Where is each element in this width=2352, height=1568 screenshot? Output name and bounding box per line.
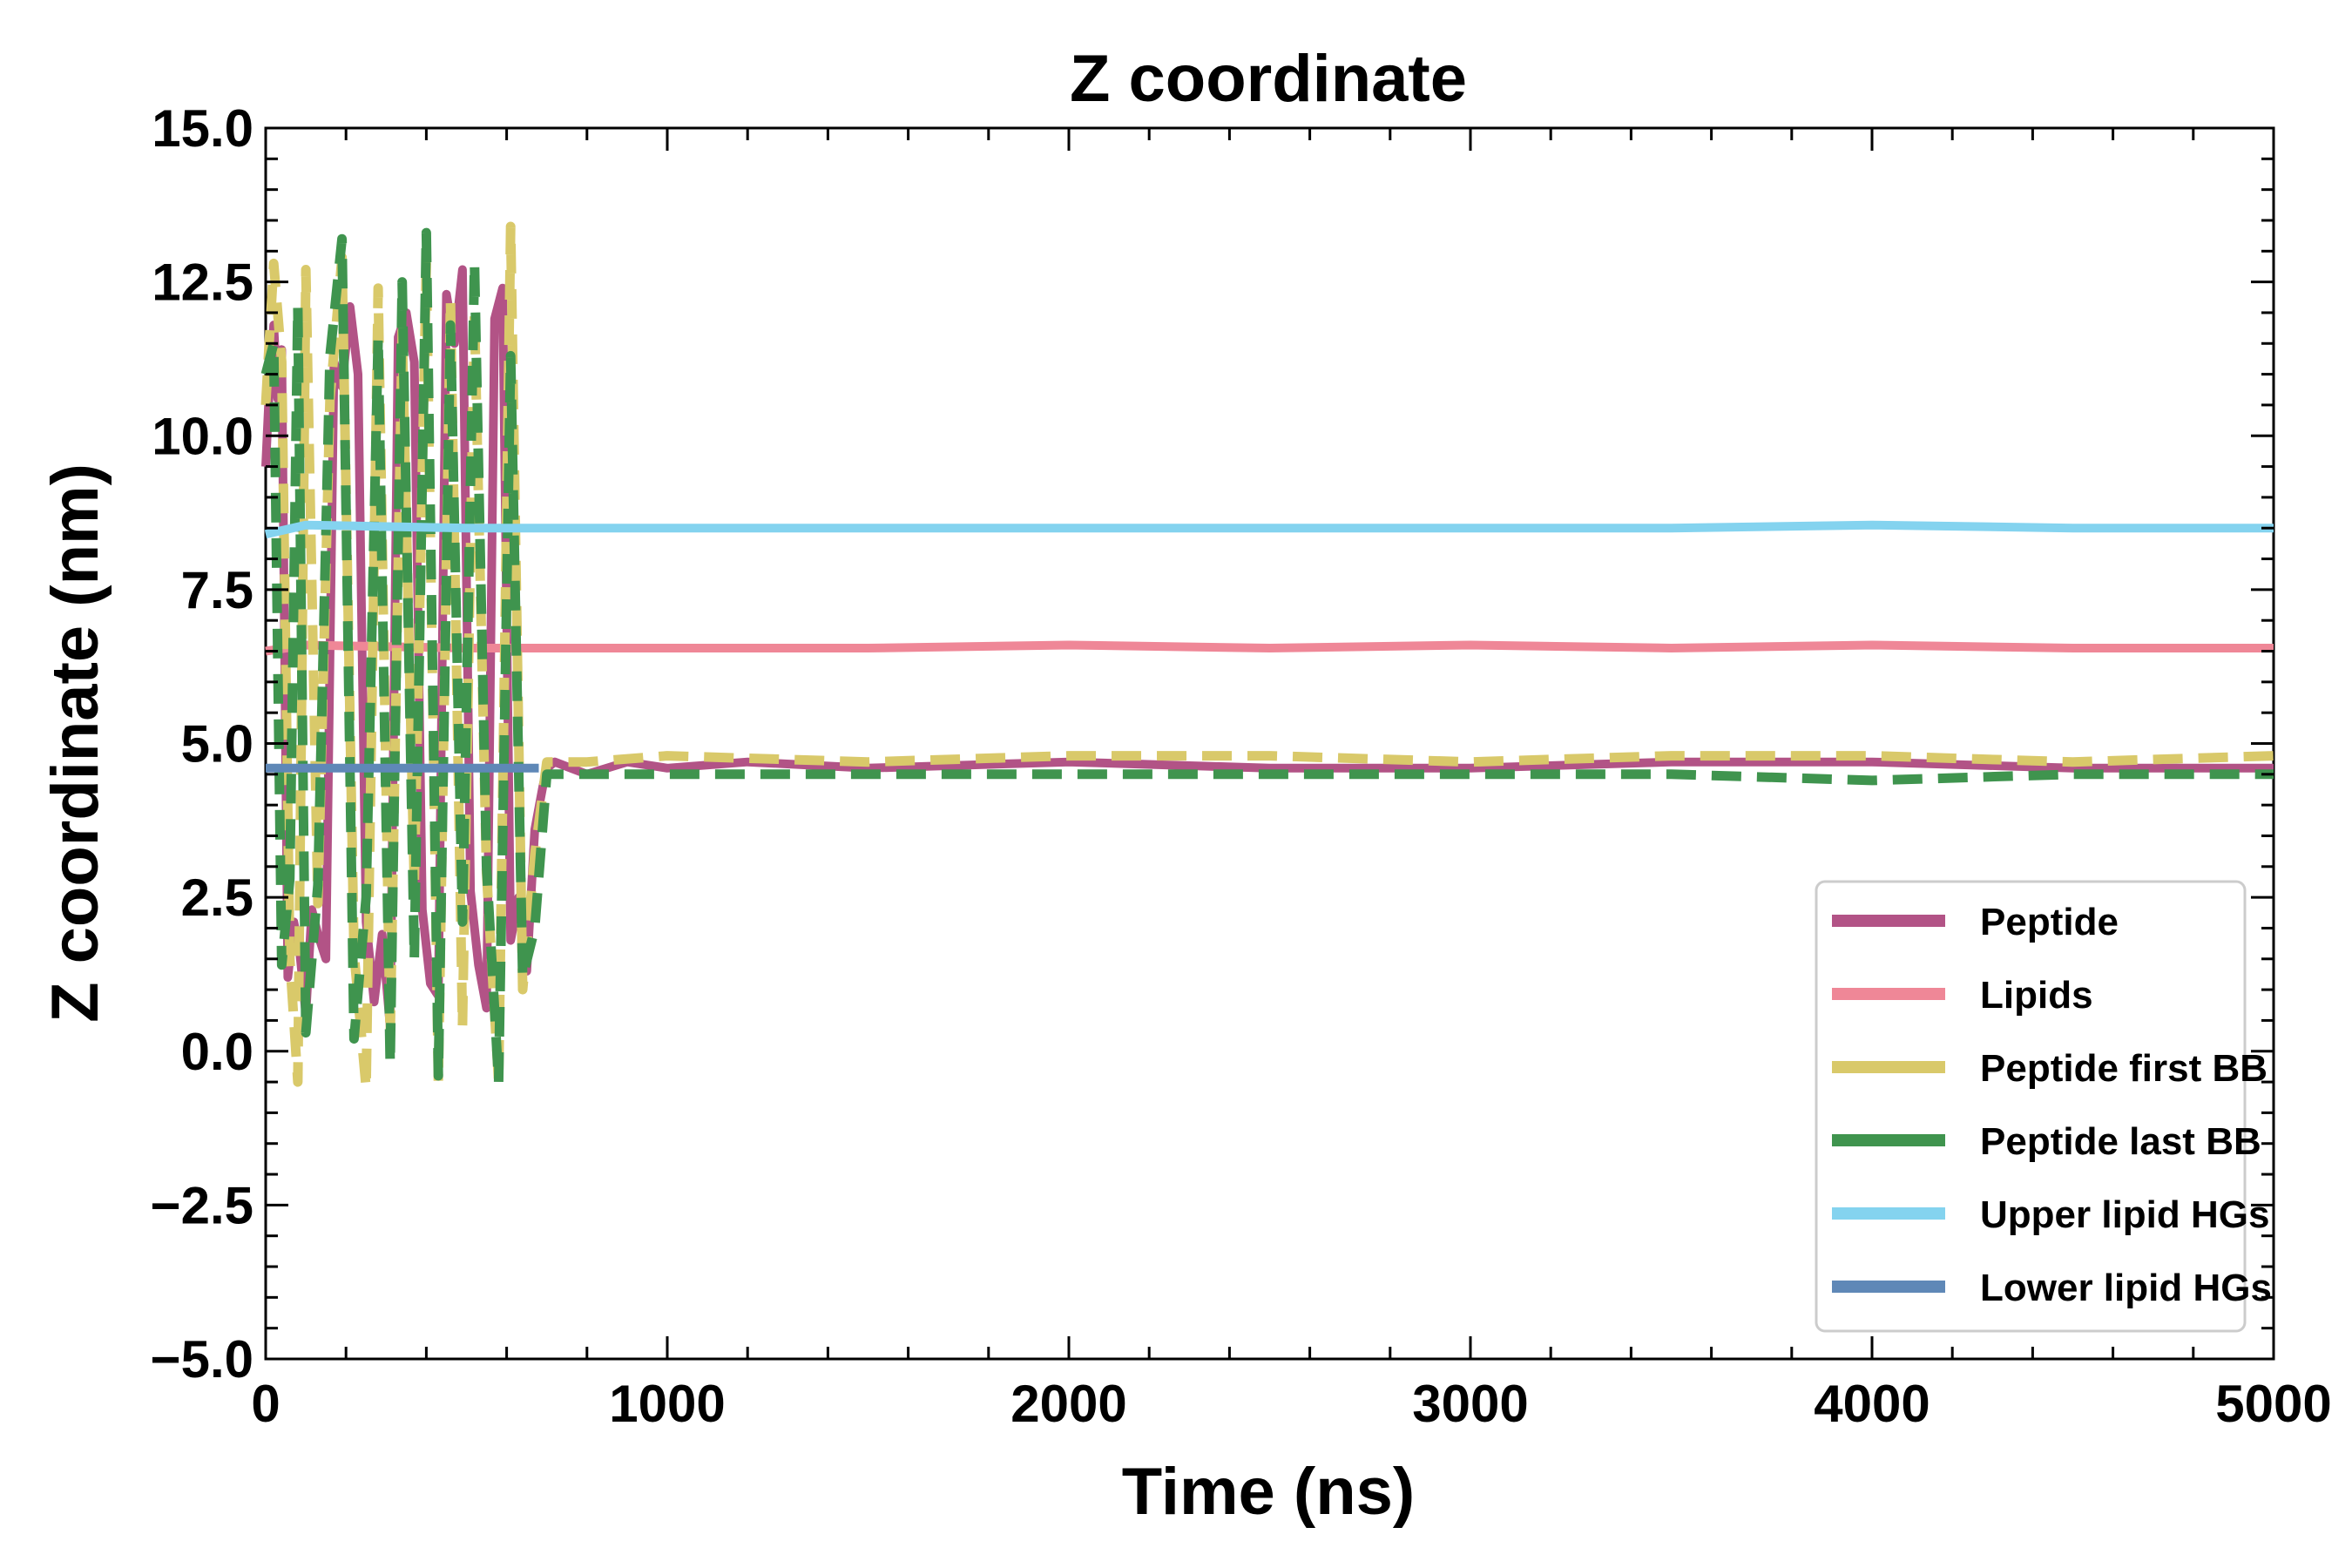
legend-label: Peptide xyxy=(1980,901,2119,943)
legend: Peptide Lipids Peptide first BB Peptide las… xyxy=(1815,880,2272,1333)
legend-frame xyxy=(1815,880,2247,1333)
x-tick-label: 3000 xyxy=(1412,1375,1528,1433)
x-tick-label: 5000 xyxy=(2215,1375,2331,1433)
x-tick-label: 4000 xyxy=(1814,1375,1930,1433)
legend-label: Peptide last BB xyxy=(1980,1120,2261,1163)
series-line-peptide-last-bb xyxy=(260,227,2274,1087)
legend-label: Peptide first BB xyxy=(1980,1047,2268,1090)
chart-title: Z coordinate xyxy=(1070,42,1467,116)
y-tick-label: 7.5 xyxy=(181,561,253,619)
x-axis-ticks: 0 1000 2000 3000 4000 5000 xyxy=(251,128,2332,1433)
legend-items: Peptide Lipids Peptide first BB Peptide las… xyxy=(1832,901,2272,1309)
plot-area: 0 1000 2000 3000 4000 5000 −5.0 −2.5 0.0 2.5 5.0 7… xyxy=(151,99,2332,1433)
series-line-upper-lipid-hgs xyxy=(264,520,2274,539)
series-line-lipids xyxy=(265,640,2274,656)
x-axis-label: Time (ns) xyxy=(1122,1455,1415,1529)
series-layer xyxy=(260,221,2274,1093)
legend-label: Upper lipid HGs xyxy=(1980,1193,2269,1236)
x-tick-label: 0 xyxy=(251,1375,280,1433)
x-tick-label: 2000 xyxy=(1010,1375,1126,1433)
legend-label: Lipids xyxy=(1980,974,2093,1017)
y-tick-label: 2.5 xyxy=(181,868,253,927)
y-tick-label: 10.0 xyxy=(152,407,253,465)
y-tick-label: −2.5 xyxy=(151,1176,253,1234)
y-tick-label: −5.0 xyxy=(151,1330,253,1389)
x-tick-label: 1000 xyxy=(609,1375,725,1433)
legend-label: Lower lipid HGs xyxy=(1980,1267,2272,1309)
y-axis-label: Z coordinate (nm) xyxy=(38,463,112,1023)
y-tick-label: 5.0 xyxy=(181,715,253,774)
y-tick-label: 0.0 xyxy=(181,1023,253,1081)
y-tick-label: 15.0 xyxy=(152,99,253,158)
y-tick-label: 12.5 xyxy=(152,253,253,312)
y-axis-ticks: −5.0 −2.5 0.0 2.5 5.0 7.5 10.0 12.5 15.0 xyxy=(151,99,2274,1389)
